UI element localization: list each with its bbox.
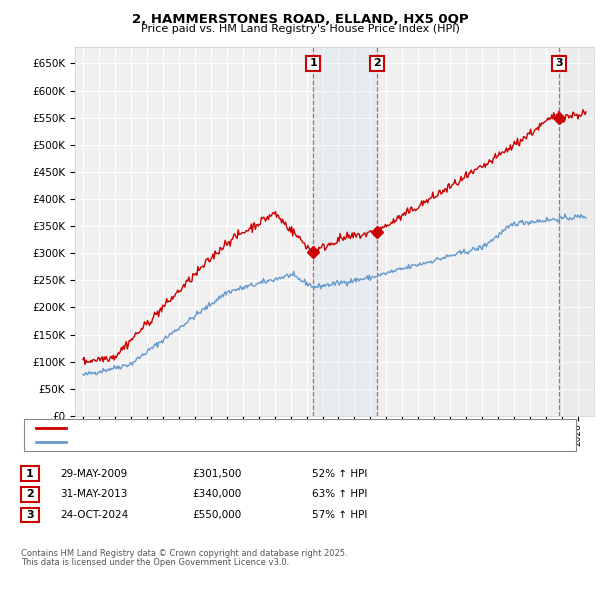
Text: 29-MAY-2009: 29-MAY-2009: [60, 469, 127, 478]
Text: 1: 1: [309, 58, 317, 68]
Text: 52% ↑ HPI: 52% ↑ HPI: [312, 469, 367, 478]
Text: Contains HM Land Registry data © Crown copyright and database right 2025.: Contains HM Land Registry data © Crown c…: [21, 549, 347, 558]
Text: £550,000: £550,000: [192, 510, 241, 520]
Text: 1: 1: [26, 469, 34, 478]
Text: 63% ↑ HPI: 63% ↑ HPI: [312, 490, 367, 499]
Text: 3: 3: [26, 510, 34, 520]
Text: 3: 3: [555, 58, 563, 68]
Text: Price paid vs. HM Land Registry's House Price Index (HPI): Price paid vs. HM Land Registry's House …: [140, 24, 460, 34]
Bar: [559, 47, 594, 416]
Text: 2, HAMMERSTONES ROAD, ELLAND, HX5 0QP (detached house): 2, HAMMERSTONES ROAD, ELLAND, HX5 0QP (d…: [72, 423, 389, 433]
Bar: [313, 47, 377, 416]
Text: 2: 2: [26, 490, 34, 499]
Text: HPI: Average price, detached house, Calderdale: HPI: Average price, detached house, Cald…: [72, 437, 310, 447]
Bar: [559, 47, 594, 416]
Text: £301,500: £301,500: [192, 469, 241, 478]
Text: 57% ↑ HPI: 57% ↑ HPI: [312, 510, 367, 520]
Text: 24-OCT-2024: 24-OCT-2024: [60, 510, 128, 520]
Text: £340,000: £340,000: [192, 490, 241, 499]
Text: 2, HAMMERSTONES ROAD, ELLAND, HX5 0QP: 2, HAMMERSTONES ROAD, ELLAND, HX5 0QP: [131, 13, 469, 26]
Text: This data is licensed under the Open Government Licence v3.0.: This data is licensed under the Open Gov…: [21, 558, 289, 567]
Text: 31-MAY-2013: 31-MAY-2013: [60, 490, 127, 499]
Text: 2: 2: [373, 58, 381, 68]
